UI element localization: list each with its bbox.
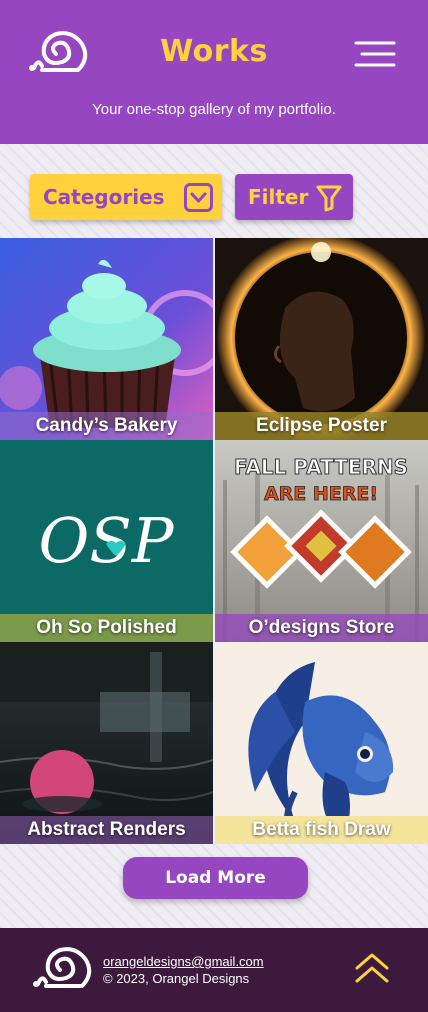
gallery-caption: Eclipse Poster	[215, 412, 428, 440]
fall-patterns-image: FALL PATTERNS ARE HERE!	[215, 440, 428, 642]
betta-fish-image	[215, 642, 428, 844]
gallery-caption: Oh So Polished	[0, 614, 213, 642]
gallery-caption: Abstract Renders	[0, 816, 213, 844]
footer-email-link[interactable]: orangeldesigns@gmail.com	[103, 954, 264, 969]
categories-label: Categories	[43, 185, 165, 209]
osp-logo-text: OSP	[38, 504, 174, 577]
cupcake-image	[0, 238, 213, 440]
banner-line-1: FALL PATTERNS	[234, 455, 408, 479]
page-title: Works	[160, 34, 268, 69]
gallery-caption: O’designs Store	[215, 614, 428, 642]
footer-copyright: © 2023, Orangel Designs	[103, 971, 250, 986]
page-tagline: Your one-stop gallery of my portfolio.	[92, 101, 336, 118]
gallery-item-betta-fish-draw[interactable]: Betta fish Draw	[215, 642, 428, 844]
filter-label: Filter	[248, 185, 309, 209]
eclipse-image	[215, 238, 428, 440]
gallery-item-abstract-renders[interactable]: Abstract Renders	[0, 642, 213, 844]
gallery-caption: Betta fish Draw	[215, 816, 428, 844]
chevron-down-icon	[184, 183, 213, 212]
abstract-render-image	[0, 642, 213, 844]
site-footer: orangeldesigns@gmail.com © 2023, Orangel…	[0, 928, 428, 1012]
double-chevron-up-icon[interactable]	[353, 950, 391, 986]
gallery-item-candys-bakery[interactable]: Candy’s Bakery	[0, 238, 213, 440]
funnel-icon	[316, 185, 342, 212]
snail-swirl-icon[interactable]	[32, 944, 96, 994]
gallery-item-oh-so-polished[interactable]: OSP Oh So Polished	[0, 440, 213, 642]
gallery-item-odesigns-store[interactable]: FALL PATTERNS ARE HERE! O’designs Store	[215, 440, 428, 642]
categories-dropdown[interactable]: Categories	[30, 174, 222, 220]
gallery-caption: Candy’s Bakery	[0, 412, 213, 440]
osp-logo-image: OSP	[0, 440, 213, 642]
filter-button[interactable]: Filter	[235, 174, 353, 220]
snail-swirl-icon[interactable]	[28, 28, 92, 78]
gallery-item-eclipse-poster[interactable]: Eclipse Poster	[215, 238, 428, 440]
site-header: Works Your one-stop gallery of my portfo…	[0, 0, 428, 144]
hamburger-menu-icon[interactable]	[354, 40, 396, 68]
banner-line-2: ARE HERE!	[264, 483, 378, 505]
load-more-button[interactable]: Load More	[123, 857, 308, 899]
portfolio-grid: Candy’s Bakery Eclipse Poster OSP Oh So …	[0, 238, 428, 844]
